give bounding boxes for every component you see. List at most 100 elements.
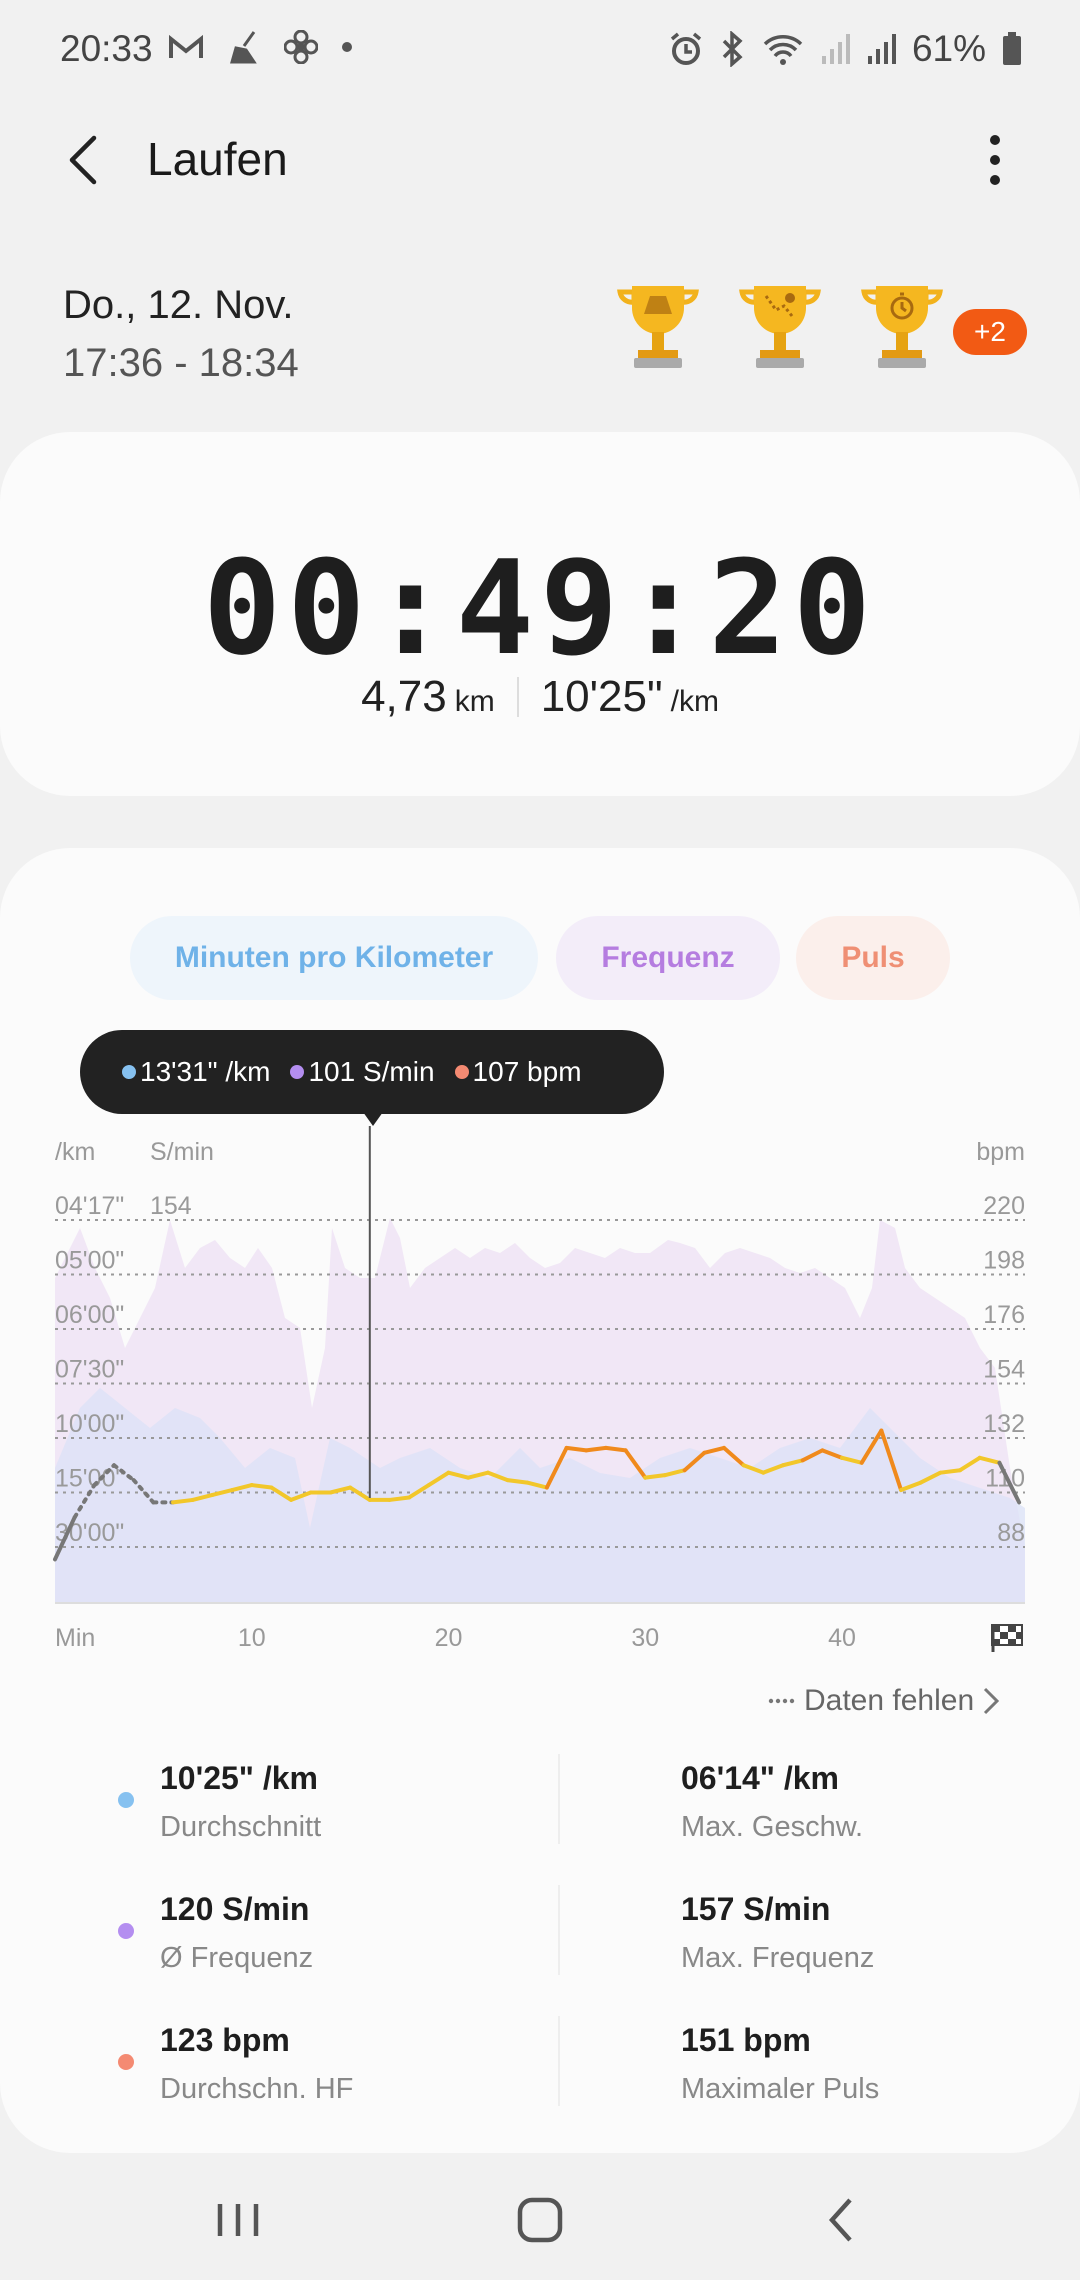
stats-divider	[558, 1754, 560, 1844]
gmail-icon	[169, 34, 203, 58]
heart-rate-segment	[53, 1515, 77, 1562]
hr-tick-label: 132	[983, 1410, 1025, 1438]
session-date: Do., 12. Nov.	[63, 283, 294, 327]
trophy-distance-icon[interactable]	[612, 282, 704, 372]
stat-value: 10'25" /km	[160, 1760, 318, 1796]
pace-tick-label: 10'00"	[55, 1410, 124, 1438]
heart-rate-segment	[958, 1455, 982, 1473]
trophy-list[interactable]	[612, 282, 948, 372]
summary-divider	[516, 677, 519, 717]
heart-rate-segment	[171, 1497, 195, 1505]
heart-rate-segment	[702, 1445, 726, 1455]
heart-rate-segment	[623, 1448, 648, 1480]
stat-label: Durchschn. HF	[160, 2073, 354, 2105]
missing-data-link[interactable]: Daten fehlen	[768, 1684, 1000, 1718]
trophy-stopwatch-icon[interactable]	[856, 282, 948, 372]
heart-rate-segment	[289, 1490, 313, 1502]
workout-duration: 00:49:20	[202, 532, 878, 684]
chart-axis-labels: 04'17" 220 154 05'00" 198 06'00" 176 07'30" 154 1…	[55, 1138, 1025, 1547]
tab-cadence[interactable]: Frequenz	[556, 916, 780, 1000]
app-header: Laufen	[0, 110, 1080, 210]
stat-label: Max. Geschw.	[681, 1811, 864, 1843]
heart-rate-segment	[741, 1463, 766, 1475]
bluetooth-icon	[722, 31, 743, 67]
battery-percent: 61%	[911, 28, 986, 69]
heart-rate-segment	[859, 1428, 884, 1465]
workout-chart[interactable]: 04'17" 220 154 05'00" 198 06'00" 176 07'30" 154 1…	[0, 848, 1080, 1668]
heart-rate-segment	[466, 1470, 490, 1480]
x-tick-label: 30	[631, 1624, 659, 1652]
hr-tick-label: 154	[983, 1356, 1025, 1384]
heart-rate-segment	[721, 1445, 746, 1468]
avg-pace-dot	[118, 1792, 134, 1808]
pace-tick-label: 07'30"	[55, 1356, 124, 1384]
heart-rate-segment	[564, 1445, 589, 1453]
heart-rate-segment	[544, 1445, 569, 1490]
x-tick-label: 20	[435, 1624, 463, 1652]
pace-tick-label: 15'00"	[55, 1465, 124, 1493]
pace-tick-label: 04'17"	[55, 1192, 124, 1220]
back-button[interactable]	[54, 130, 114, 190]
tooltip-pointer	[363, 1112, 383, 1126]
x-tick-label: Min	[55, 1624, 95, 1652]
fan-icon	[284, 30, 318, 64]
heart-rate-segment	[761, 1463, 785, 1475]
x-tick-label: 40	[828, 1624, 856, 1652]
heart-rate-segment	[584, 1445, 608, 1453]
heart-rate-segment	[780, 1458, 805, 1468]
stat-label: Durchschnitt	[160, 1811, 322, 1843]
hr-tick-label: 198	[983, 1247, 1025, 1275]
metric-tabs: Minuten pro Kilometer Frequenz Puls	[0, 916, 1080, 1000]
heart-rate-segment	[348, 1485, 372, 1502]
pace-area	[55, 1388, 1025, 1603]
x-axis-ticks: Min 10 20 30 40	[55, 1624, 856, 1652]
workout-summary: 4,73 km 10'25" /km	[0, 672, 1080, 722]
recent-apps-icon[interactable]	[208, 2190, 268, 2250]
trophy-route-icon[interactable]	[734, 282, 826, 372]
stats-divider	[558, 1885, 560, 1975]
pace-axis-unit: /km	[55, 1138, 95, 1166]
tab-heart-rate[interactable]: Puls	[796, 916, 950, 1000]
hr-tick-label: 88	[997, 1519, 1025, 1547]
broom-icon	[230, 31, 257, 64]
page-title: Laufen	[147, 133, 288, 185]
heart-rate-segment	[603, 1445, 628, 1453]
finish-flag-icon	[991, 1624, 1023, 1652]
tab-pace[interactable]: Minuten pro Kilometer	[130, 916, 538, 1000]
heart-rate-segment	[446, 1470, 471, 1480]
heart-rate-segment	[249, 1483, 274, 1490]
cadence-axis-unit: S/min	[150, 1138, 214, 1166]
heart-rate-segment	[230, 1483, 254, 1493]
heart-rate-segment	[505, 1478, 530, 1485]
heart-rate-segment	[899, 1480, 923, 1493]
heart-rate-segment	[997, 1460, 1022, 1505]
heart-rate-segment	[407, 1483, 431, 1500]
missing-data-label: Daten fehlen	[804, 1684, 975, 1717]
chart-tooltip: 13'31" /km 101 S/min 107 bpm	[80, 1030, 664, 1114]
heart-rate-segment	[820, 1448, 845, 1460]
signal-icon	[821, 34, 850, 64]
tooltip-heart-rate: 107 bpm	[472, 1056, 582, 1087]
heart-rate-segment	[682, 1450, 707, 1473]
more-trophies-badge[interactable]: +2	[953, 309, 1027, 355]
heart-rate-segment	[131, 1478, 156, 1505]
signal-icon	[867, 34, 896, 64]
battery-icon	[1003, 32, 1021, 65]
heart-rate-segment	[92, 1463, 117, 1488]
heart-rate-segment	[426, 1470, 451, 1488]
pace-unit: /km	[670, 685, 719, 718]
heart-rate-segment	[662, 1468, 687, 1478]
stat-max-speed: 06'14" /km Max. Geschw.	[681, 1760, 863, 1844]
avg-cadence-dot	[118, 1923, 134, 1939]
heart-rate-segment	[879, 1428, 904, 1493]
stat-avg-pace: 10'25" /km Durchschnitt	[160, 1760, 321, 1844]
stat-max-cadence: 157 S/min Max. Frequenz	[681, 1891, 874, 1975]
chart-card: Minuten pro Kilometer Frequenz Puls 04'1…	[0, 848, 1080, 2153]
heart-rate-segment	[977, 1455, 1002, 1465]
back-icon[interactable]	[812, 2190, 872, 2250]
session-time-range: 17:36 - 18:34	[63, 341, 299, 385]
heart-rate-segment	[190, 1492, 215, 1502]
home-icon[interactable]	[510, 2190, 570, 2250]
more-options-button[interactable]	[975, 130, 1015, 190]
pace-value: 10'25"	[540, 672, 663, 721]
